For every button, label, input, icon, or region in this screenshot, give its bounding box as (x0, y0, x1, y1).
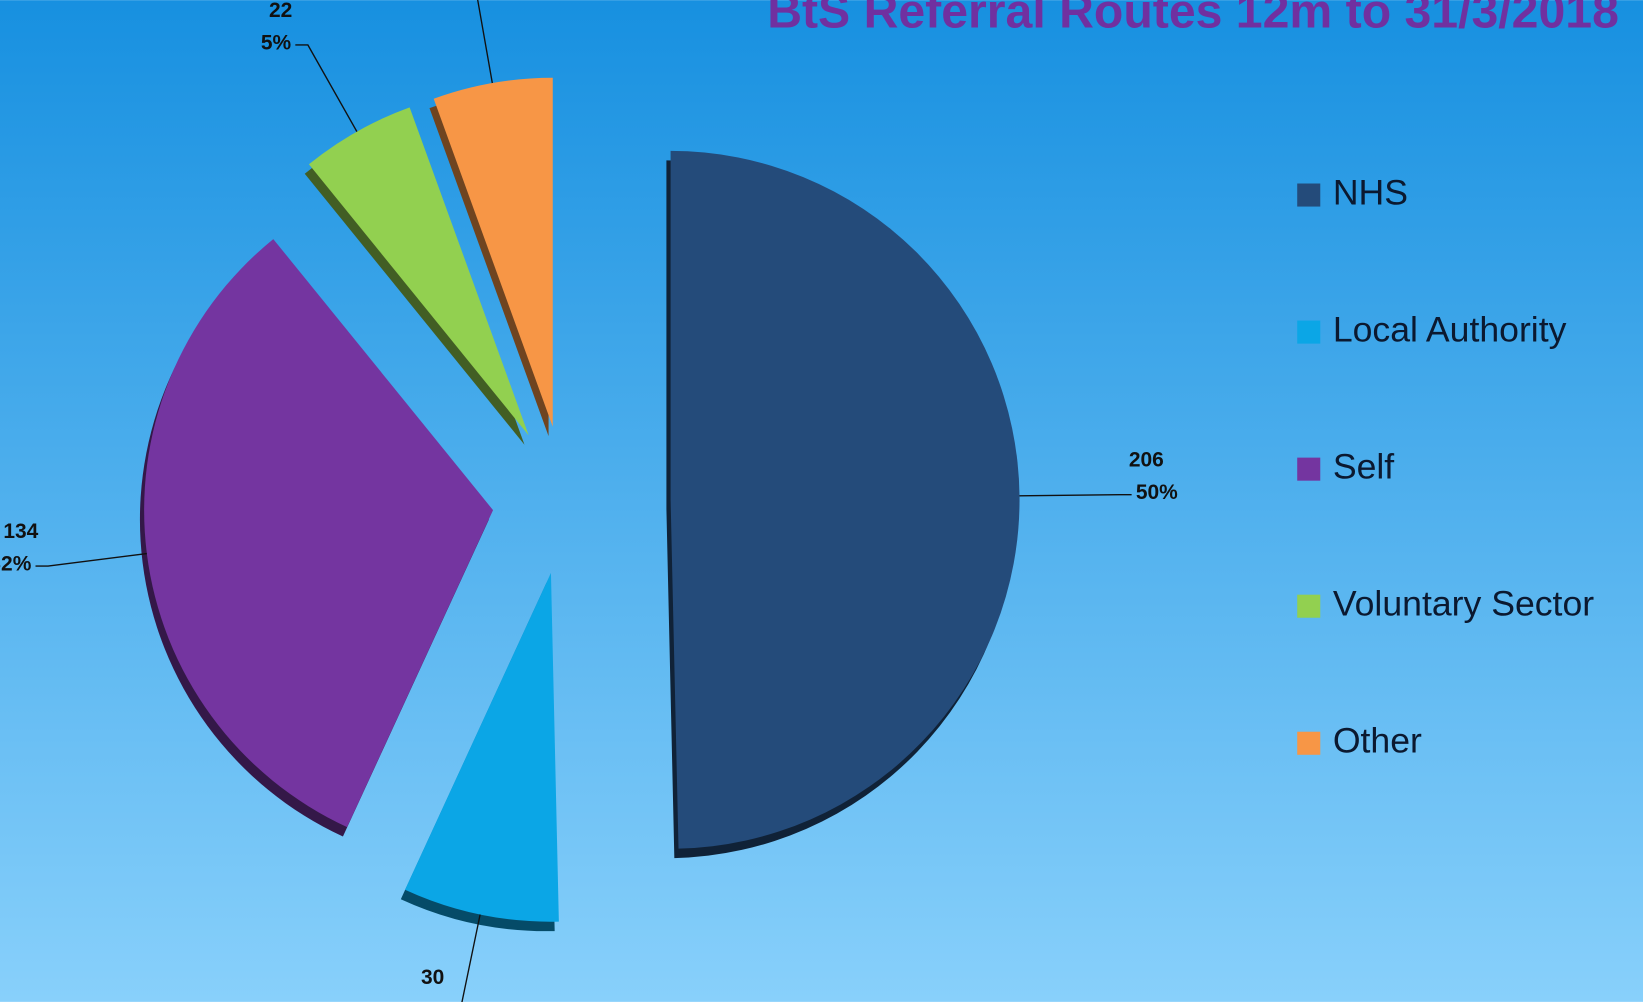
chart-title: BtS Referral Routes 12m to 31/3/2018 (767, 0, 1619, 39)
slice (670, 150, 1020, 849)
legend-swatch (1297, 183, 1321, 207)
slice (405, 572, 559, 922)
legend-label: Other (1333, 721, 1422, 761)
leader-line (1019, 494, 1132, 497)
leader-line (295, 44, 358, 132)
data-label: 206 (1129, 449, 1164, 472)
legend-swatch (1297, 457, 1321, 481)
leader-line (477, 0, 493, 84)
data-label-percent: 32% (0, 552, 32, 575)
legend-label: Voluntary Sector (1333, 584, 1594, 624)
leader-line (461, 914, 481, 1002)
legend-swatch (1297, 731, 1321, 755)
slice (144, 239, 494, 828)
legend-swatch (1297, 594, 1321, 618)
legend-label: Local Authority (1333, 309, 1567, 349)
data-label: 134 (3, 520, 38, 543)
slice (433, 77, 553, 427)
data-label-percent: 7% (413, 998, 444, 1002)
legend-label: NHS (1333, 172, 1408, 212)
leader-line (35, 552, 147, 567)
data-label: 30 (421, 966, 444, 989)
legend-swatch (1297, 320, 1321, 344)
legend-label: Self (1333, 447, 1394, 487)
data-label-percent: 5% (261, 31, 292, 54)
data-label-percent: 50% (1136, 481, 1178, 504)
slice (308, 107, 529, 436)
data-label: 22 (269, 0, 292, 22)
